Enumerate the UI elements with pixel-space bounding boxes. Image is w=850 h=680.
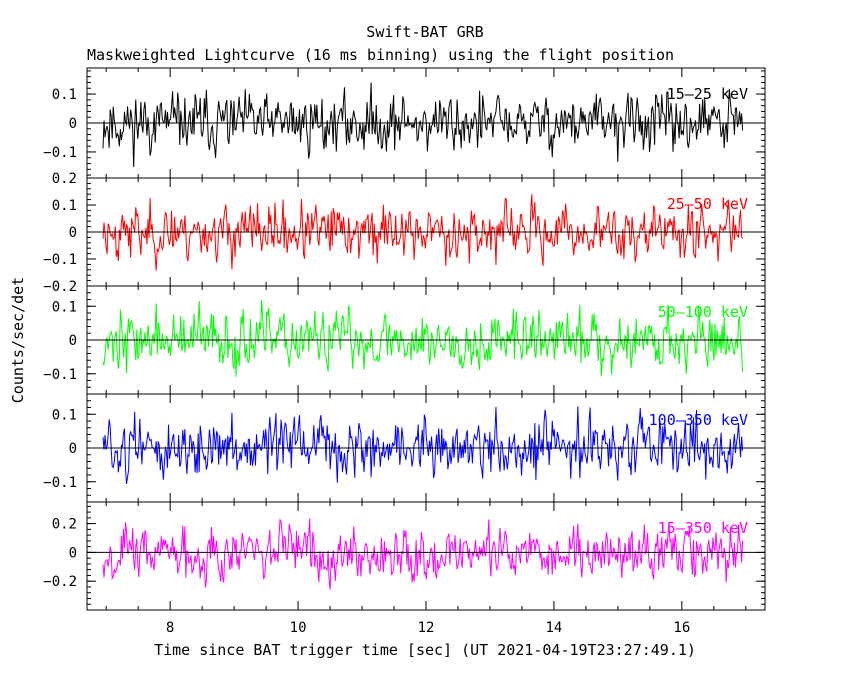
panel-band-label: 15–25 keV (667, 85, 748, 103)
chart-title: Swift-BAT GRB (366, 23, 483, 41)
x-tick-label: 14 (545, 620, 562, 636)
panel-band-label: 15–350 keV (658, 519, 748, 537)
y-axis-label: Counts/sec/det (9, 277, 27, 403)
y-tick-label: 0 (69, 441, 77, 457)
panel-band-label: 100–350 keV (649, 411, 748, 429)
y-tick-label: −0.1 (43, 367, 77, 383)
x-tick-label: 16 (673, 620, 690, 636)
y-tick-label: −0.2 (43, 279, 77, 295)
series-line (102, 518, 744, 590)
series-line (102, 300, 744, 377)
panel-band-label: 50–100 keV (658, 303, 748, 321)
panel-50-100-kev: 0.1 0 −0.1 50–100 keV (43, 285, 766, 395)
panel-15-350-kev: 0.2 0 −0.2 15–350 keV (43, 501, 766, 611)
y-tick-label: 0.1 (52, 87, 77, 103)
y-tick-label: 0 (69, 225, 77, 241)
x-tick-label: 8 (166, 620, 174, 636)
y-tick-label: 0 (69, 333, 77, 349)
y-tick-label: −0.2 (43, 574, 77, 590)
y-tick-label: 0 (69, 545, 77, 561)
y-tick-label: −0.1 (43, 475, 77, 491)
series-line (102, 82, 744, 168)
x-axis-label: Time since BAT trigger time [sec] (UT 20… (154, 641, 696, 659)
y-tick-label: 0.2 (52, 171, 77, 187)
panels-group: 0.1 0 −0.1 15–25 keV 0.2 0.1 0 −0.1 −0.2 25–50 ke… (43, 67, 766, 636)
y-tick-label: 0.2 (52, 517, 77, 533)
chart-subtitle: Maskweighted Lightcurve (16 ms binning) … (87, 46, 674, 64)
series-line (102, 406, 744, 484)
y-tick-label: 0.1 (52, 299, 77, 315)
panel-15-25-kev: 0.1 0 −0.1 15–25 keV (43, 67, 766, 179)
x-tick-label: 10 (290, 620, 307, 636)
panel-band-label: 25–50 keV (667, 195, 748, 213)
x-tick-label: 12 (418, 620, 435, 636)
panel-100-350-kev: 0.1 0 −0.1 100–350 keV (43, 393, 766, 503)
y-tick-label: 0.1 (52, 198, 77, 214)
y-tick-label: −0.1 (43, 252, 77, 268)
y-tick-label: 0 (69, 116, 77, 132)
panel-25-50-kev: 0.2 0.1 0 −0.1 −0.2 25–50 keV (43, 171, 766, 295)
y-tick-label: 0.1 (52, 407, 77, 423)
y-tick-label: −0.1 (43, 145, 77, 161)
